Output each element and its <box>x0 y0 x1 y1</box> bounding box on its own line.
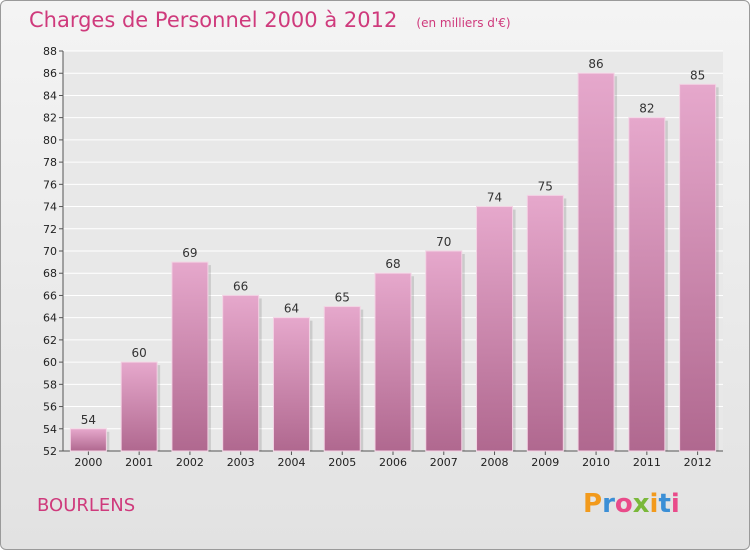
bar-2005 <box>323 306 361 452</box>
y-tick-label: 82 <box>43 112 57 125</box>
data-label: 70 <box>436 235 451 249</box>
data-label: 75 <box>538 179 553 193</box>
data-label: 60 <box>132 346 147 360</box>
y-tick-label: 62 <box>43 334 57 347</box>
bar-2000 <box>69 428 107 452</box>
y-tick-label: 84 <box>43 89 57 102</box>
x-tick-label: 2002 <box>176 456 204 469</box>
logo-letter: r <box>602 489 615 519</box>
x-tick-label: 2008 <box>481 456 509 469</box>
data-label: 69 <box>182 246 197 260</box>
data-label: 82 <box>639 102 654 116</box>
y-tick-label: 66 <box>43 289 57 302</box>
data-label: 74 <box>487 191 502 205</box>
x-tick-label: 2003 <box>227 456 255 469</box>
x-tick-label: 2011 <box>633 456 661 469</box>
y-tick-label: 74 <box>43 201 57 214</box>
x-tick-label: 2006 <box>379 456 407 469</box>
bar-2003 <box>222 294 260 452</box>
x-tick-label: 2004 <box>277 456 305 469</box>
y-tick-label: 52 <box>43 445 57 458</box>
bar-2001 <box>120 361 158 452</box>
data-label: 86 <box>588 57 603 71</box>
bar-2002 <box>171 261 209 452</box>
data-labels: 54 60 69 66 64 65 68 70 74 75 86 82 85 <box>81 57 706 427</box>
y-tick-label: 54 <box>43 423 57 436</box>
logo-letter: i <box>670 489 680 519</box>
x-tick-label: 2010 <box>582 456 610 469</box>
data-label: 54 <box>81 413 96 427</box>
data-label: 65 <box>335 291 350 305</box>
logo-letter: i <box>649 489 659 519</box>
x-tick-label: 2007 <box>430 456 458 469</box>
bar-2004 <box>272 317 310 452</box>
y-tick-label: 68 <box>43 267 57 280</box>
x-tick-label: 2009 <box>531 456 559 469</box>
bar-2012 <box>679 83 717 452</box>
bar-2006 <box>374 272 412 452</box>
y-tick-label: 80 <box>43 134 57 147</box>
y-tick-label: 88 <box>43 45 57 58</box>
data-label: 64 <box>284 302 299 316</box>
commune-name: BOURLENS <box>37 495 136 516</box>
y-tick-label: 86 <box>43 67 57 80</box>
proxiti-logo: Proxiti <box>583 489 680 519</box>
y-tick-label: 58 <box>43 378 57 391</box>
logo-letter: o <box>614 489 633 519</box>
bar-2011 <box>628 117 666 452</box>
y-tick-label: 56 <box>43 401 57 414</box>
x-tick-label: 2000 <box>74 456 102 469</box>
bar-2007 <box>425 250 463 452</box>
chart-subtitle: (en milliers d'€) <box>416 16 511 30</box>
data-label: 66 <box>233 279 248 293</box>
y-tick-label: 72 <box>43 223 57 236</box>
x-tick-label: 2001 <box>125 456 153 469</box>
bars <box>69 72 719 452</box>
y-tick-label: 60 <box>43 356 57 369</box>
title-row: Charges de Personnel 2000 à 2012 (en mil… <box>29 8 511 32</box>
bar-2008 <box>476 206 514 452</box>
y-tick-label: 78 <box>43 156 57 169</box>
bar-2010 <box>577 72 615 452</box>
y-tick-label: 76 <box>43 178 57 191</box>
y-tick-label: 64 <box>43 312 57 325</box>
x-tick-label: 2012 <box>684 456 712 469</box>
x-tick-label: 2005 <box>328 456 356 469</box>
logo-letter: P <box>583 489 603 519</box>
data-label: 85 <box>690 68 705 82</box>
chart-title: Charges de Personnel 2000 à 2012 <box>29 8 398 32</box>
y-tick-label: 70 <box>43 245 57 258</box>
logo-letter: t <box>658 489 671 519</box>
data-label: 68 <box>385 257 400 271</box>
logo-letter: x <box>632 489 650 519</box>
bar-2009 <box>526 194 564 452</box>
